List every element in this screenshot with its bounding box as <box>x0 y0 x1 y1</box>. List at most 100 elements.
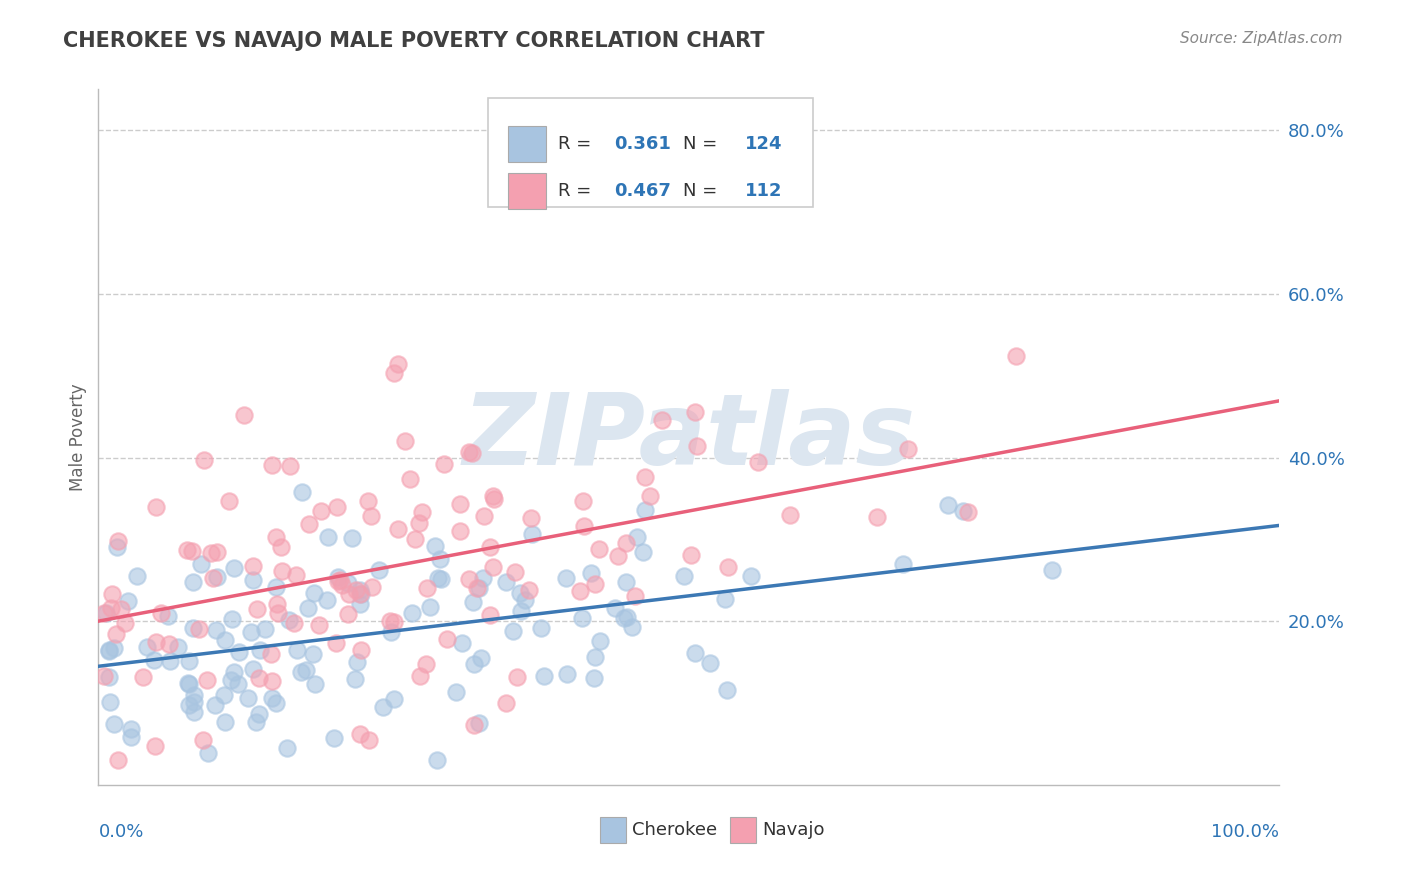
Point <box>429 572 451 586</box>
Point <box>98 695 121 709</box>
Point <box>195 673 218 687</box>
Point <box>471 571 494 585</box>
Point <box>179 698 201 712</box>
Point <box>409 668 432 682</box>
Point <box>579 566 602 581</box>
Point <box>218 494 240 508</box>
Point <box>891 558 914 572</box>
Point <box>247 671 270 685</box>
Point <box>509 586 531 600</box>
Point <box>427 571 450 585</box>
Text: 124: 124 <box>744 136 782 153</box>
Point <box>242 573 264 587</box>
Point <box>634 469 657 483</box>
Point <box>717 560 740 574</box>
Text: R =: R = <box>558 136 596 153</box>
Point <box>107 753 129 767</box>
Point <box>897 442 920 456</box>
Point <box>177 676 200 690</box>
Point <box>339 586 361 600</box>
Point <box>105 540 128 554</box>
Point <box>270 540 292 554</box>
Point <box>120 722 142 736</box>
Point <box>205 570 228 584</box>
Point <box>304 677 326 691</box>
Point <box>399 472 422 486</box>
Point <box>311 504 333 518</box>
Point <box>264 696 287 710</box>
Point <box>179 654 201 668</box>
Point <box>936 499 959 513</box>
Text: R =: R = <box>558 182 596 200</box>
Point <box>201 571 224 585</box>
Point <box>1040 563 1063 577</box>
Point <box>613 611 636 625</box>
Point <box>449 497 471 511</box>
Point <box>245 715 267 730</box>
Point <box>470 651 492 665</box>
Text: 0.467: 0.467 <box>614 182 672 200</box>
Point <box>621 620 644 634</box>
Point <box>349 727 371 741</box>
Point <box>103 640 125 655</box>
Bar <box>508 126 546 162</box>
Text: N =: N = <box>683 136 723 153</box>
Point <box>183 689 205 703</box>
Point <box>357 733 380 747</box>
Point <box>349 582 371 597</box>
Point <box>100 600 122 615</box>
Point <box>683 405 706 419</box>
Text: Source: ZipAtlas.com: Source: ZipAtlas.com <box>1180 31 1343 46</box>
Point <box>681 548 703 562</box>
Point <box>156 608 179 623</box>
Point <box>603 601 626 615</box>
Point <box>382 691 405 706</box>
Point <box>266 606 288 620</box>
Point <box>107 534 129 549</box>
Point <box>98 644 121 658</box>
Point <box>190 557 212 571</box>
Point <box>94 607 117 621</box>
Point <box>1005 349 1028 363</box>
Point <box>214 714 236 729</box>
Point <box>429 551 451 566</box>
Point <box>616 610 638 624</box>
Point <box>278 613 301 627</box>
Point <box>411 505 433 519</box>
Point <box>183 705 205 719</box>
Point <box>685 439 707 453</box>
Point <box>205 623 228 637</box>
Point <box>349 597 371 611</box>
Point <box>716 683 738 698</box>
Point <box>714 592 737 607</box>
Point <box>460 445 482 459</box>
Point <box>631 545 654 559</box>
Point <box>214 688 236 702</box>
Point <box>350 587 373 601</box>
Point <box>450 524 472 539</box>
Point <box>226 677 249 691</box>
Point <box>380 624 402 639</box>
Text: ZIPatlas: ZIPatlas <box>463 389 915 485</box>
Point <box>626 530 648 544</box>
Point <box>415 657 437 671</box>
Point <box>533 669 555 683</box>
Point <box>699 656 721 670</box>
Point <box>297 516 319 531</box>
Point <box>957 505 980 519</box>
Point <box>555 571 578 585</box>
Point <box>387 522 409 536</box>
Point <box>361 580 384 594</box>
Point <box>246 602 269 616</box>
Bar <box>730 817 756 844</box>
Point <box>316 593 339 607</box>
Point <box>322 731 344 745</box>
Point <box>191 732 214 747</box>
Point <box>519 582 541 597</box>
Point <box>461 595 484 609</box>
Point <box>238 691 260 706</box>
Point <box>325 636 347 650</box>
Text: CHEROKEE VS NAVAJO MALE POVERTY CORRELATION CHART: CHEROKEE VS NAVAJO MALE POVERTY CORRELAT… <box>63 31 765 51</box>
Point <box>330 578 353 592</box>
Point <box>588 541 610 556</box>
